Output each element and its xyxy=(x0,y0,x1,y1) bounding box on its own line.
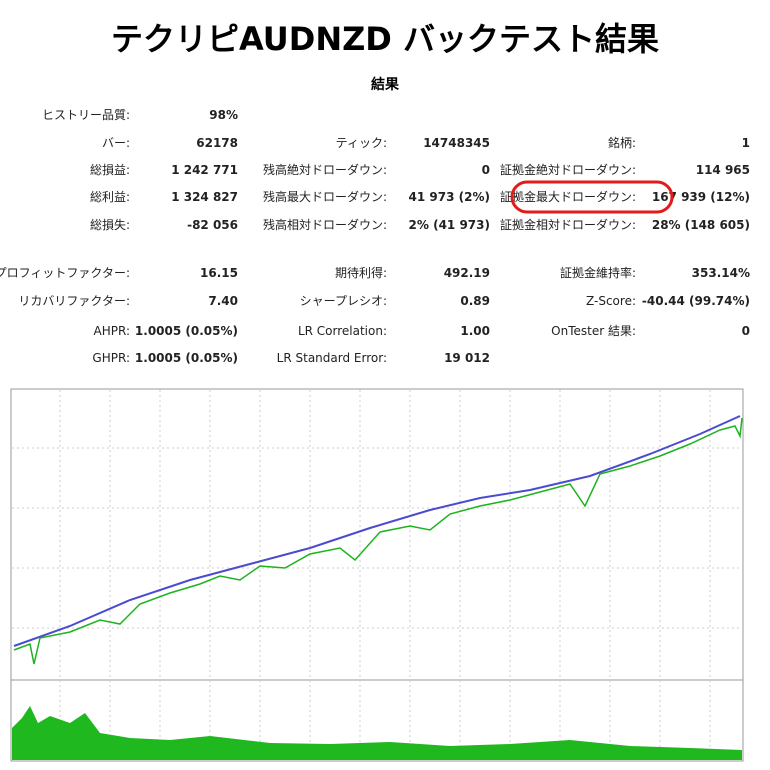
stat-label: LR Correlation: xyxy=(297,324,387,338)
stat-label: バー: xyxy=(101,136,130,150)
stat-value: 16.15 xyxy=(200,266,238,280)
stat-value: 2% (41 973) xyxy=(408,218,490,232)
stat-label: プロフィットファクター: xyxy=(0,266,130,280)
stat-value: 19 012 xyxy=(444,351,490,365)
stat-value: 1 xyxy=(741,136,750,150)
stat-value: 98% xyxy=(209,108,238,122)
stat-label: 残高最大ドローダウン: xyxy=(262,190,387,204)
stat-label: OnTester 結果: xyxy=(551,324,636,338)
stat-label: Z-Score: xyxy=(586,294,636,308)
stat-value: 1.0005 (0.05%) xyxy=(134,351,238,365)
stat-label: 証拠金相対ドローダウン: xyxy=(499,218,636,232)
balance-curve xyxy=(13,415,741,647)
load-area xyxy=(12,706,742,760)
equity-chart xyxy=(10,388,744,762)
highlight-ellipse xyxy=(510,180,674,214)
stat-label: 総損失: xyxy=(89,218,130,232)
stat-label: 証拠金絶対ドローダウン: xyxy=(499,163,636,177)
stat-value: 1 324 827 xyxy=(171,190,238,204)
stat-value: -82 056 xyxy=(187,218,238,232)
stat-label: LR Standard Error: xyxy=(276,351,387,365)
stat-value: 1 242 771 xyxy=(171,163,238,177)
stat-value: 14748345 xyxy=(423,136,490,150)
stat-value: 0.89 xyxy=(460,294,490,308)
equity-curve xyxy=(13,417,743,665)
stat-label: ヒストリー品質: xyxy=(41,108,130,122)
stat-label: リカバリファクター: xyxy=(18,294,130,308)
stat-label: 期待利得: xyxy=(334,266,387,280)
stat-value: 0 xyxy=(481,163,490,177)
stat-label: ティック: xyxy=(335,136,387,150)
stat-label: GHPR: xyxy=(92,351,130,365)
stat-label: シャープレシオ: xyxy=(299,294,387,308)
stat-label: 証拠金最大ドローダウン: xyxy=(499,190,636,204)
stat-label: AHPR: xyxy=(93,324,130,338)
stat-value: 492.19 xyxy=(443,266,490,280)
stat-value: 1.00 xyxy=(460,324,490,338)
grid xyxy=(12,390,742,748)
stat-value: 7.40 xyxy=(208,294,238,308)
stat-value: 62178 xyxy=(196,136,238,150)
stat-label: 総利益: xyxy=(89,190,130,204)
stat-label: 銘柄: xyxy=(607,136,636,150)
stat-value: 41 973 (2%) xyxy=(408,190,490,204)
stat-value: 114 965 xyxy=(695,163,750,177)
stat-value: 0 xyxy=(741,324,750,338)
stat-label: 残高絶対ドローダウン: xyxy=(262,163,387,177)
stat-value: 353.14% xyxy=(691,266,750,280)
report-title: テクリピAUDNZD バックテスト結果 xyxy=(110,20,660,58)
stat-value: -40.44 (99.74%) xyxy=(641,294,750,308)
stat-label: 総損益: xyxy=(89,163,130,177)
stat-value: 167 939 (12%) xyxy=(651,190,750,204)
stat-value: 1.0005 (0.05%) xyxy=(134,324,238,338)
section-title: 結果 xyxy=(371,77,399,93)
stat-label: 証拠金維持率: xyxy=(559,266,636,280)
stat-label: 残高相対ドローダウン: xyxy=(262,218,387,232)
stat-value: 28% (148 605) xyxy=(651,218,750,232)
